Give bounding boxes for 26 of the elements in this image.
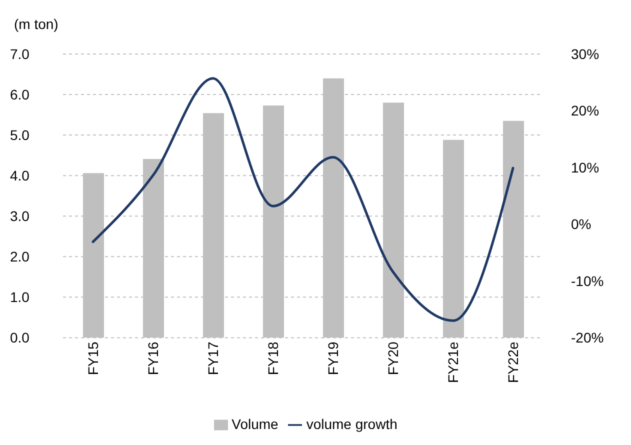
x-tick-label: FY20 bbox=[384, 341, 401, 376]
legend-label: Volume bbox=[232, 416, 278, 432]
y-tick-label: 5.0 bbox=[10, 127, 30, 144]
y2-tick-label: 10% bbox=[571, 159, 600, 176]
y-tick-label: 1.0 bbox=[10, 289, 30, 306]
y-tick-label: 6.0 bbox=[10, 86, 30, 102]
y2-tick-label: -10% bbox=[571, 272, 604, 289]
x-tick-label: FY22e bbox=[504, 341, 521, 383]
y-tick-label: 2.0 bbox=[10, 248, 30, 265]
y2-tick-label: 0% bbox=[571, 216, 592, 232]
y2-tick-label: 20% bbox=[571, 102, 600, 119]
line-series bbox=[92, 77, 514, 322]
x-tick-label: FY21e bbox=[444, 341, 461, 383]
x-tick-label: FY19 bbox=[324, 341, 341, 376]
y-tick-label: 3.0 bbox=[10, 208, 30, 224]
y-tick-label: 0.0 bbox=[10, 330, 30, 346]
x-tick-label: FY16 bbox=[144, 341, 161, 376]
legend-label: volume growth bbox=[306, 416, 398, 432]
x-tick-label: FY15 bbox=[84, 341, 101, 376]
x-tick-label: FY17 bbox=[204, 341, 221, 376]
y2-tick-label: -20% bbox=[571, 330, 604, 346]
x-tick-label: FY18 bbox=[264, 341, 281, 376]
y-axis-title: (m ton) bbox=[14, 16, 58, 32]
y-tick-label: 7.0 bbox=[10, 46, 30, 62]
y-tick-label: 4.0 bbox=[10, 168, 30, 184]
y2-tick-label: 30% bbox=[571, 46, 600, 62]
